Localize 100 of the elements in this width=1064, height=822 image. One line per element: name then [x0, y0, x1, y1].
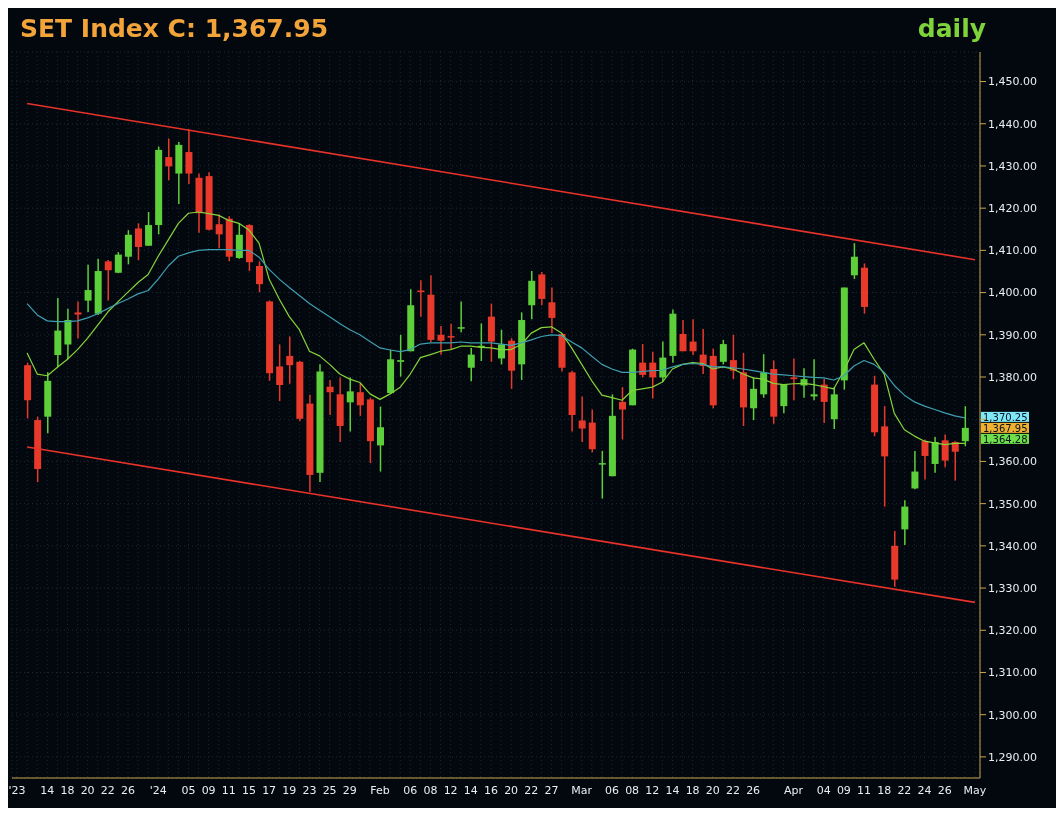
candlestick: [810, 358, 818, 401]
x-tick-label: 09: [836, 783, 851, 797]
candlestick: [921, 438, 929, 481]
candlestick: [397, 334, 405, 378]
candlestick: [346, 376, 354, 433]
x-tick-label: 27: [544, 783, 559, 797]
x-tick-label: 17: [262, 783, 277, 797]
candlestick: [679, 319, 687, 353]
candlestick: [719, 339, 727, 366]
x-tick-label: Apr: [783, 783, 804, 797]
y-tick-label: 1,340.00: [988, 539, 1037, 553]
x-tick-label: 19: [282, 783, 297, 797]
x-tick-label: 26: [937, 783, 952, 797]
candlestick: [235, 222, 243, 260]
x-tick-label: 24: [917, 783, 932, 797]
x-tick-label: May: [963, 783, 987, 797]
x-tick-label: 16: [483, 783, 498, 797]
candlestick: [790, 357, 798, 401]
x-tick-label: 22: [725, 783, 740, 797]
y-tick-label: 1,410.00: [988, 244, 1037, 258]
x-tick-label: 04: [816, 783, 831, 797]
x-tick-label: 05: [181, 783, 196, 797]
x-tick-label: 22: [897, 783, 912, 797]
x-tick-label: 20: [80, 783, 95, 797]
candlestick: [548, 286, 556, 334]
x-tick-label: 06: [604, 783, 619, 797]
candlestick: [356, 382, 364, 417]
x-tick-label: 22: [524, 783, 539, 797]
y-tick-label: 1,440.00: [988, 117, 1037, 131]
y-tick-label: 1,400.00: [988, 286, 1037, 300]
candlestick: [326, 379, 334, 416]
x-tick-label: '24: [149, 783, 167, 797]
y-tick-label: 1,300.00: [988, 708, 1037, 722]
x-tick-label: 09: [201, 783, 216, 797]
x-tick-label: 26: [746, 783, 761, 797]
text: 1,367.95: [983, 422, 1028, 434]
y-tick-label: 1,310.00: [988, 666, 1037, 680]
x-tick-label: 23: [302, 783, 317, 797]
candlestick: [256, 260, 263, 293]
candlestick: [135, 222, 142, 261]
y-tick-label: 1,350.00: [988, 497, 1037, 511]
x-tick-label: 12: [645, 783, 660, 797]
candlestick: [467, 347, 475, 382]
x-tick-label: 20: [705, 783, 720, 797]
candlestick: [286, 335, 294, 385]
candlestick: [578, 395, 586, 443]
candlestick: [447, 323, 455, 350]
candlestick: [750, 376, 758, 421]
y-tick-label: 1,430.00: [988, 159, 1037, 173]
x-tick-label: 08: [423, 783, 438, 797]
x-tick-label: 11: [221, 783, 236, 797]
candlestick: [457, 300, 465, 334]
candlestick: [215, 213, 223, 250]
y-tick-label: 1,320.00: [988, 624, 1037, 638]
x-tick-label: 26: [120, 783, 135, 797]
x-tick-label: 14: [665, 783, 680, 797]
candlestick: [185, 128, 193, 185]
candlestick: [951, 440, 959, 482]
candlestick: [437, 325, 445, 356]
x-tick-label: 12: [443, 783, 458, 797]
x-tick-label: 18: [685, 783, 700, 797]
candlestick: [689, 318, 697, 356]
candlestick: [74, 300, 82, 340]
y-tick-label: 1,360.00: [988, 455, 1037, 469]
candlestick: [850, 242, 858, 280]
text: 1,364.28: [983, 433, 1028, 445]
y-tick-label: 1,420.00: [988, 202, 1037, 216]
y-tick-label: 1,450.00: [988, 75, 1037, 89]
x-tick-label: 08: [625, 783, 640, 797]
y-tick-label: 1,390.00: [988, 328, 1037, 342]
candlestick: [780, 383, 788, 415]
candlestick: [820, 378, 828, 424]
candlestick: [911, 450, 919, 491]
candlestick: [276, 343, 284, 402]
candlestick: [145, 211, 153, 247]
chart-subtitle: daily: [917, 13, 986, 43]
candlestick: [104, 259, 112, 302]
candlestick: [417, 279, 425, 318]
candlestick: [598, 450, 606, 500]
x-tick-label: 15: [241, 783, 256, 797]
x-tick-label: 14: [463, 783, 478, 797]
chart-title: SET Index C: 1,367.95: [20, 13, 329, 43]
text: 1,370.25: [983, 411, 1028, 423]
candlestick: [84, 263, 92, 313]
x-tick-label: 06: [403, 783, 418, 797]
y-tick-label: 1,380.00: [988, 370, 1037, 384]
candlestick: [639, 343, 647, 379]
candlestick: [961, 405, 969, 447]
candlestick: [901, 499, 909, 546]
candlestick: [124, 229, 132, 266]
x-tick-label: 25: [322, 783, 337, 797]
x-tick-label: Feb: [370, 783, 390, 797]
y-tick-label: 1,330.00: [988, 581, 1037, 595]
x-tick-label: 11: [857, 783, 872, 797]
y-tick-label: 1,290.00: [988, 750, 1037, 764]
candlestick: [941, 433, 949, 469]
candlestick: [659, 340, 667, 383]
x-tick-label: 14: [40, 783, 55, 797]
x-tick-label: Mar: [571, 783, 593, 797]
x-tick-label: '23: [8, 783, 26, 797]
